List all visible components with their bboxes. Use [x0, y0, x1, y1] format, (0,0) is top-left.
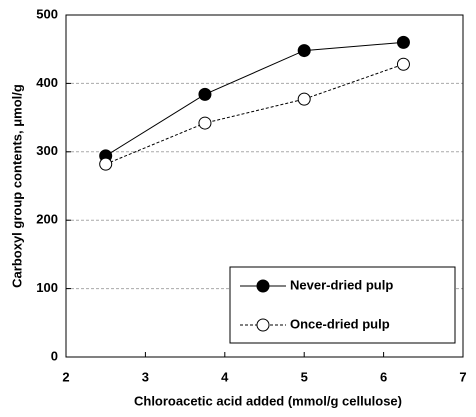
y-tick-label: 400 — [36, 75, 58, 90]
y-axis-label: Carboxyl group contents, μmol/g — [9, 84, 24, 288]
data-point — [198, 87, 212, 101]
legend-marker — [256, 318, 270, 332]
data-point — [396, 57, 410, 71]
x-tick-label: 4 — [221, 369, 229, 384]
data-point — [396, 35, 410, 49]
y-tick-label: 500 — [36, 6, 58, 21]
legend-box — [229, 266, 456, 344]
x-tick-label: 6 — [380, 369, 387, 384]
x-tick-label: 5 — [301, 369, 308, 384]
x-tick-label: 7 — [459, 369, 466, 384]
x-tick-label: 2 — [62, 369, 69, 384]
data-point — [99, 157, 113, 171]
series-line — [105, 41, 404, 157]
x-tick-label: 3 — [142, 369, 149, 384]
data-point — [297, 44, 311, 58]
y-tick-label: 0 — [51, 348, 58, 363]
legend-marker — [256, 279, 270, 293]
y-tick-label: 100 — [36, 280, 58, 295]
data-point — [198, 116, 212, 130]
legend-label: Once-dried pulp — [290, 316, 390, 331]
legend-label: Never-dried pulp — [290, 277, 393, 292]
data-point — [297, 92, 311, 106]
x-axis-label: Chloroacetic acid added (mmol/g cellulos… — [134, 393, 402, 408]
series-line — [105, 63, 404, 165]
y-tick-label: 300 — [36, 143, 58, 158]
plot-frame — [65, 14, 464, 358]
y-tick-label: 200 — [36, 212, 58, 227]
